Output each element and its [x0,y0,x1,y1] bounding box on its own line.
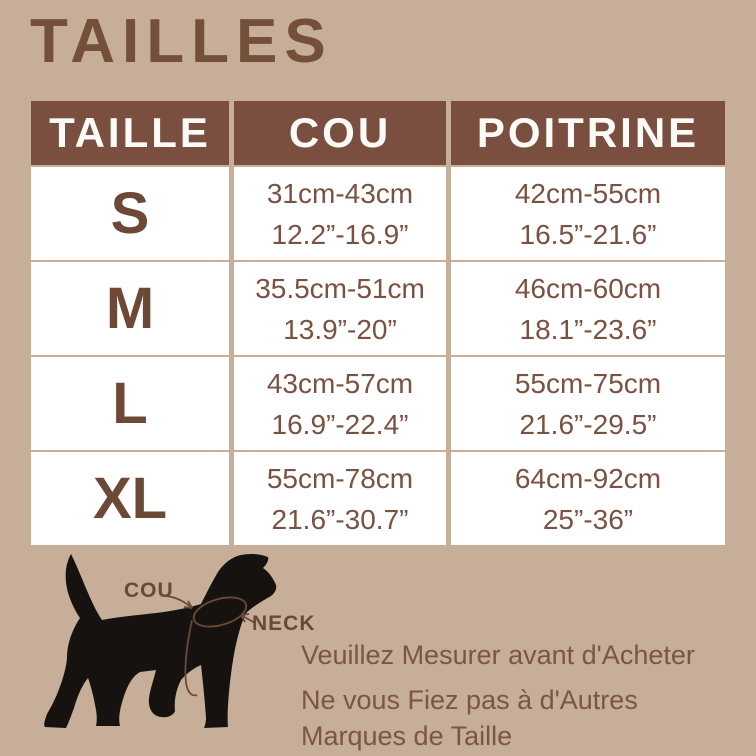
cou-cell-xl: 55cm-78cm 21.6”-30.7” [234,452,446,545]
dog-measurement-diagram: COU NECK [38,550,350,756]
cou-range-cm: 35.5cm-51cm [255,272,425,304]
note-line-2: Ne vous Fiez pas à d'Autres [301,685,638,715]
poitrine-range-in: 25”-36” [542,503,634,535]
poitrine-range-in: 16.5”-21.6” [519,218,657,250]
note-line-3: Marques de Taille [301,721,513,751]
size-table: TAILLE COU POITRINE S 31cm-43cm 12.2”-16… [31,101,725,545]
poitrine-range-in: 18.1”-23.6” [519,313,657,345]
poitrine-range-cm: 55cm-75cm [514,367,662,399]
cou-range-in: 21.6”-30.7” [271,503,409,535]
neck-measure-line [165,595,256,697]
column-header-taille: TAILLE [31,101,229,165]
cou-cell-m: 35.5cm-51cm 13.9”-20” [234,262,446,355]
measure-advice-notes: Veuillez Mesurer avant d'Acheter Ne vous… [301,638,695,754]
poitrine-range-cm: 42cm-55cm [514,177,662,209]
cou-range-cm: 43cm-57cm [266,367,414,399]
poitrine-cell-l: 55cm-75cm 21.6”-29.5” [451,357,725,450]
size-label-xl: XL [31,452,229,545]
cou-cell-s: 31cm-43cm 12.2”-16.9” [234,167,446,260]
poitrine-cell-xl: 64cm-92cm 25”-36” [451,452,725,545]
cou-range-in: 12.2”-16.9” [271,218,409,250]
column-header-poitrine: POITRINE [451,101,725,165]
cou-cell-l: 43cm-57cm 16.9”-22.4” [234,357,446,450]
note-line-1: Veuillez Mesurer avant d'Acheter [301,640,695,670]
size-label-s: S [31,167,229,260]
size-label-l: L [31,357,229,450]
poitrine-range-cm: 64cm-92cm [514,462,662,494]
dog-silhouette-icon [44,553,277,728]
cou-range-in: 16.9”-22.4” [271,408,409,440]
poitrine-cell-m: 46cm-60cm 18.1”-23.6” [451,262,725,355]
page-title: TAILLES [30,7,333,76]
poitrine-cell-s: 42cm-55cm 16.5”-21.6” [451,167,725,260]
size-label-m: M [31,262,229,355]
poitrine-range-in: 21.6”-29.5” [519,408,657,440]
dog-body-shape [44,553,277,728]
neck-label-fr: COU [124,579,174,602]
column-header-cou: COU [234,101,446,165]
cou-range-in: 13.9”-20” [283,313,397,345]
poitrine-range-cm: 46cm-60cm [514,272,662,304]
cou-range-cm: 55cm-78cm [266,462,414,494]
cou-range-cm: 31cm-43cm [266,177,414,209]
chest-measure-line [184,619,198,697]
neck-label-en: NECK [252,612,316,635]
